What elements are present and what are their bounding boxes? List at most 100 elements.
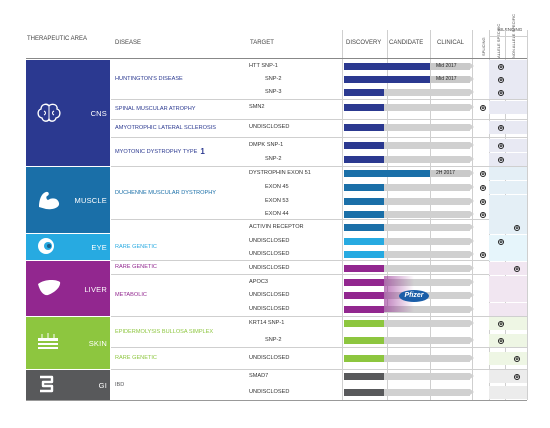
milestone-label: 2H 2017 bbox=[430, 170, 470, 177]
pipeline-arrowhead bbox=[470, 373, 474, 379]
pipeline-lane bbox=[344, 142, 470, 149]
disease-name: HUNTINGTON'S DISEASE bbox=[115, 60, 245, 99]
target-label: UNDISCLOSED bbox=[249, 306, 290, 312]
target-label: HTT SNP-1 bbox=[249, 63, 278, 69]
progress-bar bbox=[344, 389, 384, 396]
pipeline-lane bbox=[344, 156, 470, 163]
target-label: SNP-2 bbox=[265, 76, 282, 82]
silencing-cell-bg bbox=[489, 153, 527, 166]
pipeline-arrowhead bbox=[470, 89, 474, 95]
row-divider bbox=[111, 99, 527, 100]
pipeline-lane bbox=[344, 198, 470, 205]
pipeline-arrowhead bbox=[470, 63, 474, 69]
modality-marker-allele: ⊗ bbox=[498, 76, 504, 83]
header-candidate: CANDIDATE bbox=[389, 40, 424, 46]
silencing-cell-bg bbox=[489, 121, 527, 134]
progress-bar bbox=[344, 355, 384, 362]
pipeline-arrowhead bbox=[470, 184, 474, 190]
silencing-cell-bg bbox=[489, 352, 527, 365]
target-label: SMN2 bbox=[249, 104, 265, 110]
pipeline-lane bbox=[344, 238, 470, 245]
disease-name: RARE GENETIC bbox=[115, 234, 245, 260]
silencing-cell-bg bbox=[489, 208, 527, 221]
arm-muscle-icon bbox=[36, 189, 62, 216]
area-label: GI bbox=[98, 381, 107, 390]
disease-name: AMYOTROPHIC LATERAL SCLEROSIS bbox=[115, 120, 245, 137]
silencing-cell-bg bbox=[489, 289, 527, 302]
pipeline-arrowhead bbox=[470, 337, 474, 343]
pipeline-lane bbox=[344, 355, 470, 362]
target-label: DYSTROPHIN EXON 51 bbox=[249, 170, 311, 176]
area-label: CNS bbox=[90, 109, 107, 118]
pipeline-lane bbox=[344, 124, 470, 131]
row-divider bbox=[111, 119, 527, 120]
silencing-cell-bg bbox=[489, 276, 527, 289]
disease-label: HUNTINGTON'S DISEASE bbox=[115, 76, 183, 83]
silencing-cell-bg bbox=[489, 195, 527, 208]
modality-marker-non-allele: ⊗ bbox=[514, 224, 520, 231]
pipeline-arrowhead bbox=[470, 76, 474, 82]
pipeline-arrowhead bbox=[470, 251, 474, 257]
progress-bar bbox=[344, 76, 430, 83]
pipeline-arrowhead bbox=[470, 156, 474, 162]
progress-bar bbox=[344, 373, 384, 380]
silencing-cell-bg bbox=[489, 248, 527, 261]
disease-name: METABOLIC bbox=[115, 275, 245, 316]
progress-bar bbox=[344, 89, 384, 96]
pipeline-arrowhead bbox=[470, 104, 474, 110]
row-divider bbox=[111, 347, 527, 348]
silencing-cell-bg bbox=[489, 262, 527, 275]
progress-bar bbox=[344, 224, 384, 231]
disease-name: DUCHENNE MUSCULAR DYSTROPHY bbox=[115, 167, 245, 219]
disease-label: RARE GENETIC bbox=[115, 355, 157, 362]
silencing-cell-bg bbox=[489, 73, 527, 86]
pipeline-arrowhead bbox=[470, 142, 474, 148]
area-block bbox=[26, 370, 110, 400]
pipeline-arrowhead bbox=[470, 389, 474, 395]
row-divider bbox=[111, 219, 527, 220]
silencing-cell-bg bbox=[489, 60, 527, 73]
silencing-cell-bg bbox=[489, 139, 527, 152]
disease-label: EPIDERMOLYSIS BULLOSA SIMPLEX bbox=[115, 328, 214, 335]
target-label: SMAD7 bbox=[249, 373, 269, 379]
target-label: UNDISCLOSED bbox=[249, 251, 290, 257]
modality-marker-allele: ⊗ bbox=[498, 89, 504, 96]
header-target: TARGET bbox=[250, 40, 274, 46]
header-splicing: SPLICING bbox=[481, 37, 486, 56]
target-label: ACTIVIN RECEPTOR bbox=[249, 224, 304, 230]
modality-marker-splicing: ⊗ bbox=[480, 184, 486, 191]
disease-label: SPINAL MUSCULAR ATROPHY bbox=[115, 106, 196, 113]
pipeline-lane bbox=[344, 373, 470, 380]
area-label: LIVER bbox=[84, 284, 107, 294]
silencing-cell-bg bbox=[489, 86, 527, 99]
header-therapeutic-area: THERAPEUTIC AREA bbox=[27, 36, 88, 42]
progress-bar bbox=[344, 292, 384, 299]
pipeline-lane bbox=[344, 104, 470, 111]
modality-marker-allele: ⊗ bbox=[498, 320, 504, 327]
target-label: EXON 45 bbox=[265, 184, 289, 190]
pipeline-arrowhead bbox=[470, 306, 474, 312]
brain-icon bbox=[36, 102, 62, 129]
row-divider bbox=[111, 316, 527, 317]
disease-name: EPIDERMOLYSIS BULLOSA SIMPLEX bbox=[115, 317, 245, 347]
disease-name: MYOTONIC DYSTROPHY TYPE 1 bbox=[115, 138, 245, 166]
modality-marker-non-allele: ⊗ bbox=[514, 265, 520, 272]
intestine-icon bbox=[36, 374, 56, 399]
silencing-cell-bg bbox=[489, 181, 527, 194]
silencing-cell-bg bbox=[489, 221, 527, 234]
modality-marker-allele: ⊗ bbox=[498, 124, 504, 131]
pipeline-arrowhead bbox=[470, 238, 474, 244]
pipeline-lane bbox=[344, 337, 470, 344]
table-bottom-border bbox=[26, 400, 527, 401]
disease-label: MYOTONIC DYSTROPHY TYPE bbox=[115, 148, 198, 155]
modality-marker-splicing: ⊗ bbox=[480, 198, 486, 205]
modality-marker-allele: ⊗ bbox=[498, 142, 504, 149]
grid-vline bbox=[527, 30, 528, 400]
header-discovery: DISCOVERY bbox=[346, 40, 382, 46]
area-label: MUSCLE bbox=[74, 196, 107, 205]
progress-bar bbox=[344, 156, 384, 163]
silencing-cell-bg bbox=[489, 303, 527, 316]
target-label: APOC3 bbox=[249, 279, 268, 285]
target-label: EXON 53 bbox=[265, 198, 289, 204]
silencing-cell-bg bbox=[489, 235, 527, 248]
